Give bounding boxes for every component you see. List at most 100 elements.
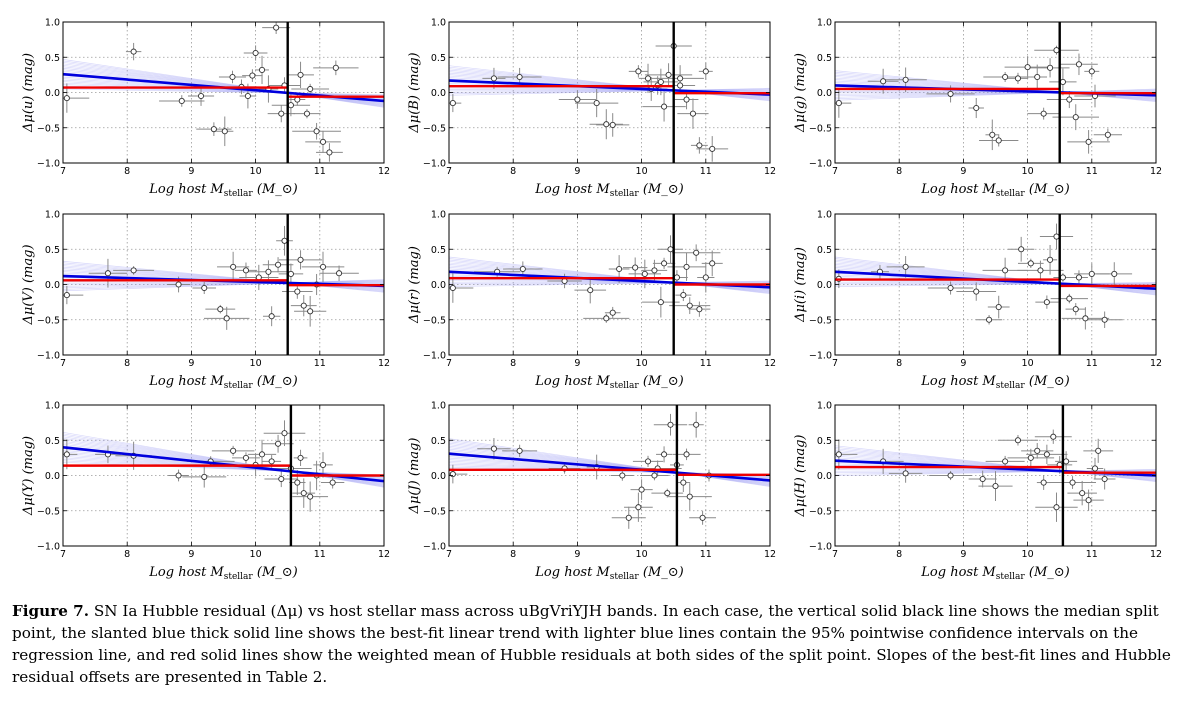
- ci-line: [449, 281, 770, 286]
- ci-line: [835, 88, 1156, 101]
- data-point: [217, 306, 224, 313]
- y-tick-label: −1.0: [423, 542, 446, 553]
- data-point: [175, 472, 182, 479]
- ci-line: [63, 61, 384, 107]
- data-point: [275, 261, 282, 268]
- ticks: [834, 213, 1157, 356]
- data-point: [1018, 246, 1025, 253]
- ci-line: [835, 445, 1156, 482]
- plot-area: [835, 22, 1156, 163]
- y-tick-label: −1.0: [423, 159, 446, 170]
- y-axis-label: Δμ(H) (mag): [793, 435, 808, 518]
- x-tick-label: 9: [188, 166, 194, 177]
- ci-line: [835, 256, 1156, 296]
- data-point: [593, 100, 600, 107]
- data-point: [1043, 299, 1050, 306]
- y-tick-label: 0.5: [817, 53, 832, 64]
- ticks: [448, 21, 771, 164]
- data-point: [273, 24, 280, 31]
- data-point: [680, 292, 687, 299]
- data-point: [603, 315, 610, 322]
- x-tick-label: 10: [250, 166, 262, 177]
- data-point: [490, 75, 497, 82]
- plot-area: [449, 214, 770, 355]
- data-point: [319, 138, 327, 145]
- ticks: [62, 404, 385, 547]
- y-tick-label: 0.0: [817, 88, 832, 99]
- data-point: [1040, 479, 1047, 486]
- data-point: [683, 96, 690, 103]
- x-tick-label: 12: [764, 166, 776, 177]
- data-point: [683, 451, 690, 458]
- panel-B: 7 8 9 10 11 12 −1.0 −0.5 0.0 0.5 1.0 Log host Mstel…: [407, 18, 776, 200]
- ci-line: [835, 446, 1156, 482]
- data-point: [657, 78, 664, 85]
- data-point: [947, 284, 954, 292]
- ci-line: [63, 82, 384, 98]
- x-tick-label: 11: [314, 166, 326, 177]
- ci-line: [63, 279, 384, 290]
- y-axis-label: Δμ(Y) (mag): [21, 436, 36, 516]
- ci-line: [449, 88, 770, 95]
- data-point: [104, 270, 111, 277]
- y-tick-label: −1.0: [809, 159, 832, 170]
- data-point: [1002, 267, 1009, 274]
- y-axis-label: Δμ(i) (mag): [793, 247, 808, 323]
- data-point: [587, 287, 594, 294]
- data-point: [294, 288, 301, 295]
- x-tick-label: 12: [764, 358, 776, 369]
- data-point: [230, 447, 237, 454]
- x-tick-label: 11: [1086, 166, 1098, 177]
- data-point: [973, 104, 980, 112]
- ci-line: [835, 282, 1156, 287]
- x-tick-label: 9: [574, 166, 580, 177]
- panel-i: 7 8 9 10 11 12 −1.0 −0.5 0.0 0.5 1.0 Log host Mstel…: [793, 210, 1162, 392]
- data-point: [696, 142, 703, 149]
- data-point: [1047, 64, 1054, 71]
- y-axis-label: Δμ(J) (mag): [407, 438, 422, 515]
- data-point: [332, 64, 339, 71]
- panel-J: 7 8 9 10 11 12 −1.0 −0.5 0.0 0.5 1.0 Log host Mstel…: [407, 401, 776, 583]
- data-point: [1053, 47, 1060, 54]
- data-points: [835, 47, 1111, 145]
- y-tick-label: 0.5: [817, 436, 832, 447]
- data-point: [329, 479, 336, 486]
- data-point: [265, 268, 272, 275]
- y-tick-label: −0.5: [423, 315, 446, 326]
- data-point: [326, 149, 333, 156]
- y-tick-label: 0.0: [431, 88, 446, 99]
- data-point: [973, 288, 980, 295]
- ci-line: [449, 256, 770, 295]
- y-tick-label: 0.5: [45, 436, 60, 447]
- panel-u: 7 8 9 10 11 12 −1.0 −0.5 0.0 0.5 1.0 Log host Mstel…: [21, 18, 390, 200]
- y-tick-label: 0.5: [817, 245, 832, 256]
- data-point: [651, 472, 658, 479]
- data-point: [1072, 114, 1079, 121]
- ci-line: [63, 88, 384, 95]
- y-tick-label: −0.5: [37, 315, 60, 326]
- data-point: [664, 490, 671, 497]
- plot-area: [449, 22, 770, 163]
- data-point: [1043, 451, 1050, 458]
- ci-line: [63, 460, 384, 476]
- data-point: [319, 263, 327, 270]
- data-point: [1050, 433, 1057, 440]
- data-point: [902, 76, 909, 83]
- caption-text: SN Ia Hubble residual (Δμ) vs host stell…: [12, 602, 1171, 686]
- x-axis-label: Log host Mstellar (M_⊙): [920, 565, 1069, 582]
- data-point: [230, 263, 237, 270]
- ci-line: [63, 282, 384, 284]
- data-point: [297, 454, 304, 461]
- ticks: [62, 21, 385, 164]
- data-point: [651, 267, 658, 274]
- panel-r: 7 8 9 10 11 12 −1.0 −0.5 0.0 0.5 1.0 Log host Mstel…: [407, 210, 776, 392]
- y-axis-label: Δμ(g) (mag): [793, 53, 808, 133]
- figure-panels: 7 8 9 10 11 12 −1.0 −0.5 0.0 0.5 1.0 Log host Mstel…: [21, 18, 1162, 583]
- y-tick-label: −0.5: [809, 315, 832, 326]
- data-point: [1002, 458, 1009, 465]
- data-point: [689, 110, 697, 117]
- confidence-lines: [449, 438, 770, 487]
- data-point: [661, 103, 668, 110]
- data-point: [1066, 96, 1073, 103]
- data-point: [201, 473, 208, 480]
